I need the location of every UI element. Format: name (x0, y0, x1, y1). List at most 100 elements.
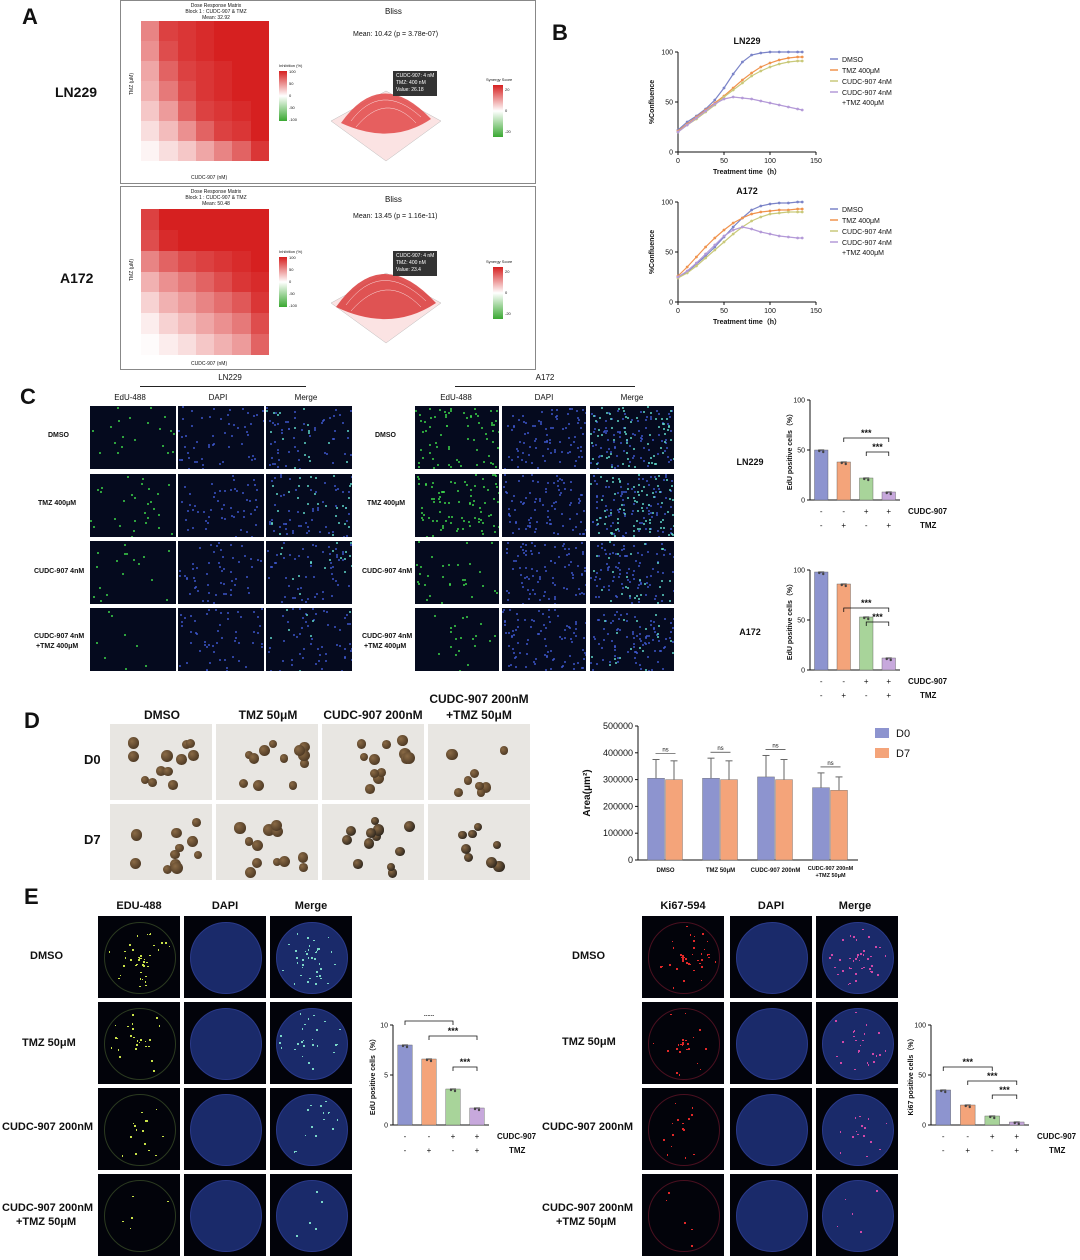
nucleus-dot (315, 663, 318, 666)
nucleus-dot (524, 566, 527, 569)
tissue-section (270, 1002, 352, 1084)
edu-dot (638, 474, 641, 477)
edu-dot (459, 669, 462, 671)
positive-cell-dot (119, 974, 122, 977)
positive-cell-dot (714, 961, 717, 963)
nucleus-dot (193, 446, 196, 449)
positive-cell-dot (681, 1044, 684, 1046)
nucleus-dot (623, 427, 626, 430)
edu-dot (668, 424, 671, 427)
nucleus-dot (219, 612, 222, 615)
heatmap-cell (214, 41, 233, 61)
nucleus-dot (528, 522, 531, 525)
edu-dot (106, 593, 109, 596)
a-tooltip-line: Value: 23.4 (396, 267, 421, 273)
edu-dot (447, 515, 450, 518)
nucleus-dot (566, 554, 569, 556)
edu-dot (629, 594, 632, 597)
positive-cell-dot (879, 1148, 882, 1151)
nucleus-dot (214, 491, 217, 494)
x-category-label: CUDC-907 200nM (808, 866, 854, 872)
data-point (759, 204, 763, 208)
edu-dot (609, 541, 612, 544)
edu-dot (590, 432, 593, 435)
edu-dot (655, 478, 658, 481)
nucleus-dot (657, 453, 660, 456)
edu-dot (347, 429, 350, 432)
edu-dot (647, 443, 650, 446)
positive-cell-dot (327, 936, 330, 939)
nucleus-dot (313, 596, 316, 599)
positive-cell-dot (671, 1133, 674, 1136)
nucleus-dot (206, 613, 209, 616)
nucleus-dot (583, 533, 586, 536)
edu-dot (164, 416, 167, 419)
heatmap-cell (232, 209, 251, 230)
nucleus-dot (270, 442, 273, 445)
nucleus-dot (647, 550, 650, 553)
edu-dot (490, 424, 493, 427)
heatmap-cell (214, 250, 233, 272)
edu-dot (466, 438, 469, 441)
nucleus-dot (548, 597, 551, 600)
nucleus-dot (646, 480, 649, 483)
nucleus-dot (619, 629, 622, 632)
nucleus-dot (208, 592, 211, 595)
a-block: Block 1 : CUDC-907 & TMZ (185, 9, 247, 15)
edu-dot (624, 433, 627, 436)
nucleus-dot (511, 459, 514, 462)
y-axis-label: %Confluence (649, 80, 656, 124)
edu-dot (633, 448, 636, 451)
spheroid (473, 822, 482, 831)
positive-cell-dot (136, 963, 138, 966)
heatmap-cell (195, 121, 215, 141)
edu-dot (662, 428, 665, 431)
positive-cell-dot (861, 1039, 864, 1042)
nucleus-dot (220, 636, 223, 639)
nucleus-dot (581, 551, 584, 554)
nucleus-dot (622, 418, 625, 421)
data-point (796, 50, 799, 54)
nucleus-dot (529, 550, 532, 553)
positive-cell-dot (684, 1012, 687, 1015)
nucleus-dot (596, 585, 599, 588)
edu-dot (653, 454, 656, 457)
spheroid (356, 739, 367, 749)
nucleus-dot (343, 657, 346, 660)
nucleus-dot (316, 507, 319, 510)
data-point (777, 208, 781, 212)
edu-dot (447, 445, 450, 448)
nucleus-dot (584, 654, 586, 657)
nucleus-dot (538, 552, 541, 555)
nucleus-dot (640, 668, 643, 671)
replicate-dot (405, 1045, 409, 1049)
positive-cell-dot (144, 1040, 147, 1043)
nucleus-dot (507, 455, 510, 458)
edu-dot (450, 646, 453, 649)
heatmap-cell (250, 121, 269, 141)
nucleus-dot (307, 555, 310, 558)
nucleus-dot (532, 660, 535, 663)
positive-cell-dot (280, 1034, 283, 1037)
positive-cell-dot (683, 1129, 685, 1131)
nucleus-dot (505, 589, 508, 592)
nucleus-dot (187, 510, 190, 513)
spheroid (366, 828, 377, 839)
edu-dot (458, 460, 461, 463)
nucleus-dot (231, 656, 234, 659)
edu-dot (444, 411, 447, 414)
edu-dot (455, 654, 458, 657)
nucleus-dot (662, 530, 665, 533)
nucleus-dot (181, 436, 184, 439)
edu-dot (147, 503, 150, 506)
positive-cell-dot (842, 939, 844, 942)
treatment-sign: + (1014, 1132, 1019, 1141)
treatment-sign: - (991, 1146, 994, 1155)
edu-dot (466, 425, 469, 428)
nucleus-dot (546, 440, 549, 443)
spheroid (176, 754, 188, 766)
nucleus-dot (282, 542, 285, 545)
tissue-section (184, 1174, 266, 1256)
edu-dot (669, 409, 672, 412)
nucleus-dot (221, 569, 224, 572)
